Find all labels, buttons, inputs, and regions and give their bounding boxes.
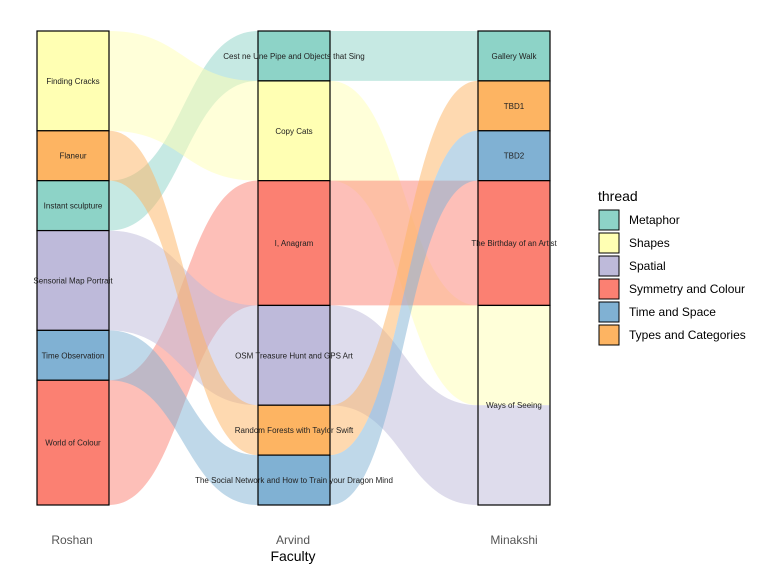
stratum-label-gallery-walk: Gallery Walk <box>491 52 537 61</box>
stratum-label-flaneur: Flaneur <box>59 152 86 161</box>
stratum-label-the-birthday-of-an-artist: The Birthday of an Artist <box>471 239 557 248</box>
stratum-i-anagram <box>257 180 331 307</box>
stratum-label-time-observation: Time Observation <box>42 351 105 360</box>
stratum-tbd1 <box>477 80 551 132</box>
strata-layer: Finding Cracks Flaneur Instant sculpture Se… <box>33 30 557 506</box>
stratum-finding-cracks <box>36 30 110 132</box>
legend-swatch-spatial <box>598 255 620 277</box>
stratum-copy-cats <box>257 80 331 182</box>
legend-label-time-and-space: Time and Space <box>629 305 716 319</box>
flow-spatial-roshan-arvind <box>109 230 258 406</box>
legend-swatch-metaphor <box>598 209 620 231</box>
stratum-label-osm-treasure-hunt-and-gps-art: OSM Treasure Hunt and GPS Art <box>235 351 354 360</box>
stratum-label-cest-ne-une-pipe-and-objects-that-sing: Cest ne Une Pipe and Objects that Sing <box>223 52 364 61</box>
stratum-label-ways-of-seeing: Ways of Seeing <box>486 401 542 410</box>
axis-label-roshan: Roshan <box>51 533 92 547</box>
stratum-label-tbd2: TBD2 <box>504 152 525 161</box>
x-axis-title: Faculty <box>270 548 315 564</box>
legend-swatch-types-and-categories <box>598 324 620 346</box>
stratum-label-copy-cats: Copy Cats <box>275 127 312 136</box>
legend-label-metaphor: Metaphor <box>629 213 680 227</box>
stratum-label-instant-sculpture: Instant sculpture <box>44 202 103 211</box>
stratum-tbd2 <box>477 130 551 182</box>
flow-shapes-roshan-arvind <box>109 31 258 181</box>
stratum-label-world-of-colour: World of Colour <box>45 439 101 448</box>
legend-label-spatial: Spatial <box>629 259 666 273</box>
stratum-label-the-social-network-and-how-to-train-your-dragon-mind: The Social Network and How to Train your… <box>195 476 393 485</box>
stratum-osm-treasure-hunt-and-gps-art <box>257 304 331 406</box>
stratum-label-sensorial-map-portrait: Sensorial Map Portrait <box>33 276 113 285</box>
legend-label-symmetry-and-colour: Symmetry and Colour <box>629 282 745 296</box>
flow-layer <box>109 31 478 505</box>
stratum-cest-ne-une-pipe-and-objects-that-sing <box>257 30 331 82</box>
stratum-random-forests-with-taylor-swift <box>257 404 331 456</box>
axis-label-arvind: Arvind <box>276 533 310 547</box>
stratum-sensorial-map-portrait <box>36 229 110 331</box>
stratum-time-observation <box>36 329 110 381</box>
stratum-world-of-colour <box>36 379 110 506</box>
stratum-label-finding-cracks: Finding Cracks <box>46 77 99 86</box>
flow-time-and-space-roshan-arvind <box>109 330 258 505</box>
stratum-fill-ways-of-seeing-shapes <box>478 305 550 406</box>
stratum-the-social-network-and-how-to-train-your-dragon-mind <box>257 454 331 506</box>
stratum-label-i-anagram: I, Anagram <box>275 239 314 248</box>
stratum-label-random-forests-with-taylor-swift: Random Forests with Taylor Swift <box>235 426 354 435</box>
axis-label-minakshi: Minakshi <box>490 533 537 547</box>
stratum-label-tbd1: TBD1 <box>504 102 525 111</box>
flow-metaphor-arvind-minakshi <box>330 31 478 81</box>
stratum-fill-ways-of-seeing-spatial <box>478 405 550 505</box>
legend-swatch-time-and-space <box>598 301 620 323</box>
legend-label-types-and-categories: Types and Categories <box>629 328 746 342</box>
legend: thread Metaphor Shapes Spatial Symmetry and… <box>598 188 746 346</box>
flow-spatial-arvind-minakshi <box>330 305 478 505</box>
legend-label-shapes: Shapes <box>629 236 670 250</box>
flow-types-and-categories-roshan-arvind <box>109 130 258 456</box>
legend-swatch-shapes <box>598 232 620 254</box>
stratum-the-birthday-of-an-artist <box>477 180 551 307</box>
stratum-ways-of-seeing <box>477 304 551 506</box>
legend-title: thread <box>598 188 638 204</box>
legend-swatch-symmetry-and-colour <box>598 278 620 300</box>
x-axis: Roshan Arvind Minakshi Faculty <box>51 533 537 564</box>
flow-types-and-categories-arvind-minakshi <box>330 80 478 456</box>
flow-time-and-space-arvind-minakshi <box>330 130 478 505</box>
stratum-gallery-walk <box>477 30 551 82</box>
